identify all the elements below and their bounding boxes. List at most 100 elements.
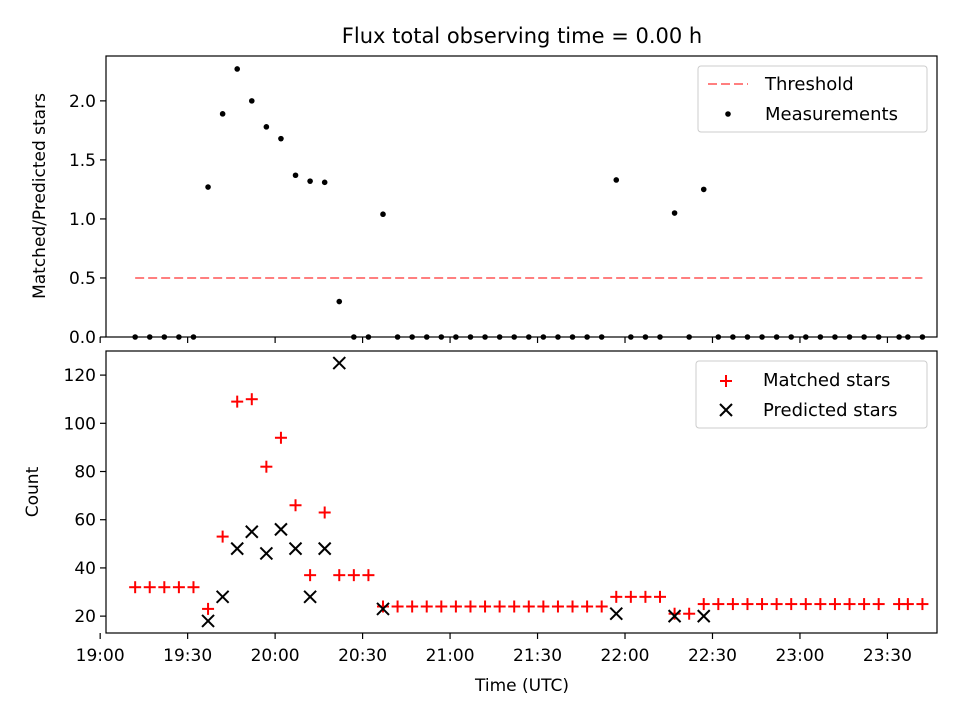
matched-star-point: [493, 600, 506, 613]
matched-star-point: [362, 569, 375, 582]
measurement-point: [248, 98, 255, 104]
matched-star-point: [289, 499, 302, 512]
matched-star-point: [624, 590, 637, 603]
bottom-x-tick-label: 22:30: [688, 646, 737, 666]
matched-star-point: [639, 590, 652, 603]
matched-stars-points: [129, 393, 929, 620]
measurement-points: [132, 66, 926, 340]
predicted-star-point: [697, 609, 711, 623]
matched-star-point: [522, 600, 535, 613]
predicted-star-point: [274, 522, 288, 537]
measurement-point: [263, 124, 270, 130]
bottom-x-tick-label: 19:00: [76, 646, 125, 666]
bottom-x-tick-label: 21:00: [426, 646, 475, 666]
top-y-label: Matched/Predicted stars: [30, 93, 50, 299]
matched-star-point: [843, 598, 856, 611]
measurement-point: [686, 334, 692, 340]
measurement-point: [190, 334, 197, 340]
bottom-legend-box: [695, 360, 928, 429]
measurement-point: [380, 211, 386, 218]
matched-star-point: [726, 598, 739, 611]
bottom-y-tick-label: 40: [74, 559, 96, 579]
measurement-point: [657, 334, 663, 340]
measurement-point: [540, 334, 547, 340]
predicted-star-point: [201, 614, 215, 628]
legend-threshold-label: Threshold: [764, 74, 854, 95]
matched-star-point: [668, 607, 681, 620]
measurement-point: [598, 334, 605, 340]
measurement-point: [496, 334, 503, 340]
predicted-star-point: [332, 356, 346, 370]
measurement-point: [453, 334, 459, 340]
matched-star-point: [741, 598, 754, 611]
measurement-point: [715, 334, 722, 340]
measurement-point: [176, 334, 182, 340]
matched-star-point: [391, 600, 404, 613]
matched-star-point: [377, 600, 389, 613]
matched-star-point: [143, 581, 156, 594]
measurement-point: [146, 334, 153, 340]
top-plot-area: [105, 55, 938, 338]
bottom-x-tick-label: 23:30: [863, 646, 912, 666]
measurement-point: [511, 334, 518, 340]
bottom-x-tick-label: 20:30: [338, 646, 387, 666]
top-x-ticks: [99, 337, 889, 343]
measurement-point: [861, 334, 867, 340]
measurement-point: [700, 186, 707, 193]
matched-star-point: [260, 460, 273, 473]
measurement-point: [482, 334, 488, 340]
measurement-point: [307, 178, 313, 184]
matched-star-point: [508, 600, 521, 613]
measurement-point: [292, 172, 299, 179]
matched-star-point: [245, 393, 258, 406]
predicted-star-point: [215, 590, 230, 604]
matched-star-point: [202, 602, 215, 615]
matched-star-point: [187, 581, 200, 594]
matched-star-point: [595, 600, 608, 613]
legend-matched-swatch: [720, 375, 732, 387]
bottom-y-ticks: 20 40 60 80 100 120: [64, 366, 106, 627]
matched-star-point: [304, 569, 317, 582]
matched-star-point: [814, 598, 827, 611]
top-panel: 0.00.51.01.52.0 Matched/Predicted stars …: [30, 55, 938, 348]
measurement-point: [394, 334, 401, 340]
measurement-point: [905, 334, 911, 340]
matched-star-point: [654, 590, 666, 603]
matched-star-point: [712, 598, 725, 611]
measurement-point: [613, 177, 620, 183]
measurement-point: [438, 334, 445, 340]
measurement-point: [205, 184, 211, 190]
measurement-point: [584, 334, 590, 340]
matched-star-point: [479, 600, 492, 613]
matched-star-point: [916, 598, 929, 611]
measurement-point: [569, 334, 576, 340]
measurement-point: [336, 298, 343, 305]
top-y-tick-label: 1.5: [69, 151, 96, 171]
predicted-star-point: [609, 607, 623, 621]
top-legend: Threshold Measurements: [697, 65, 928, 133]
bottom-panel: 20 40 60 80 100 120 19:00 19:30 20:00 20:30 21:00…: [23, 350, 938, 696]
bottom-x-tick-label: 19:30: [163, 646, 212, 666]
measurement-point: [773, 334, 780, 340]
predicted-star-point: [288, 541, 303, 556]
measurement-point: [896, 334, 902, 340]
measurement-point: [875, 334, 882, 340]
measurement-point: [802, 334, 809, 340]
measurement-point: [832, 334, 838, 340]
bottom-y-tick-label: 20: [74, 607, 96, 627]
bottom-x-tick-label: 23:00: [775, 646, 824, 666]
matched-star-point: [551, 600, 564, 613]
bottom-y-tick-label: 60: [74, 511, 96, 531]
measurement-point: [525, 334, 532, 340]
measurement-point: [642, 334, 649, 340]
matched-star-point: [610, 590, 623, 603]
measurement-point: [423, 334, 430, 340]
measurement-point: [628, 334, 634, 340]
matched-star-point: [216, 530, 229, 543]
measurement-point: [409, 334, 415, 340]
matched-star-point: [318, 506, 331, 519]
matched-star-point: [129, 581, 142, 594]
matched-star-point: [449, 600, 462, 613]
predicted-star-point: [259, 546, 274, 561]
predicted-star-point: [303, 590, 317, 604]
